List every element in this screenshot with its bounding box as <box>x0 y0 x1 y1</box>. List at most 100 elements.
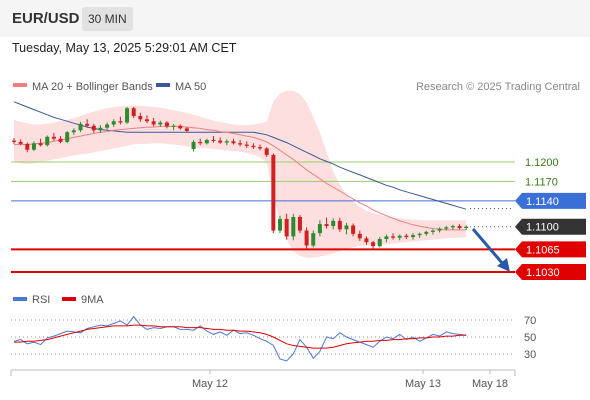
level-label-1.1100: 1.1100 <box>526 222 559 234</box>
level-tag-1.1140 <box>515 192 586 209</box>
candle-body <box>437 228 442 231</box>
candle <box>304 227 309 250</box>
candle-body <box>411 235 415 238</box>
candle <box>111 119 116 128</box>
candle <box>450 224 455 230</box>
level-label-1.1200: 1.1200 <box>525 157 559 169</box>
candle-body <box>164 122 169 127</box>
candle-body <box>125 108 130 123</box>
ma50-legend-swatch <box>156 83 170 87</box>
forecast-arrow <box>471 228 510 272</box>
candle <box>98 125 103 133</box>
candle-body <box>178 125 183 129</box>
candle-body <box>384 236 389 239</box>
level-label-1.1170: 1.1170 <box>525 176 558 188</box>
rsi-tick-30: 30 <box>524 349 536 361</box>
candle <box>125 107 130 124</box>
candle-body <box>25 143 30 150</box>
candle-body <box>85 123 90 126</box>
candle-body <box>71 130 76 133</box>
candle-body <box>278 218 282 231</box>
candle <box>417 232 422 238</box>
candle <box>264 147 269 157</box>
candle-body <box>304 230 309 246</box>
candle <box>38 138 43 147</box>
candle-body <box>12 140 16 142</box>
candle-body <box>331 220 336 227</box>
candle <box>457 224 462 230</box>
candle <box>357 230 362 241</box>
candle-body <box>251 145 256 148</box>
level-label-1.1030: 1.1030 <box>526 267 560 279</box>
candle <box>377 237 382 248</box>
candle <box>371 240 376 249</box>
candle-body <box>424 231 429 234</box>
candle-body <box>224 141 229 143</box>
candle <box>85 119 90 128</box>
candle-body <box>38 143 43 146</box>
candle <box>118 116 123 125</box>
candle <box>397 234 402 241</box>
candle-body <box>151 121 156 125</box>
candle <box>424 230 429 236</box>
candle-body <box>111 121 116 125</box>
candle <box>224 139 229 146</box>
candle-body <box>377 239 382 247</box>
candle-body <box>198 141 203 144</box>
candle-body <box>344 225 349 230</box>
rsi-legend-swatch <box>13 297 27 301</box>
candle-body <box>444 227 449 229</box>
candle-body <box>311 233 316 246</box>
candle-body <box>91 125 96 131</box>
candle <box>204 138 209 145</box>
research-credit: Research © 2025 Trading Central <box>416 81 580 93</box>
x-label-may12: May 12 <box>192 378 228 390</box>
candle <box>411 233 415 240</box>
candle-body <box>271 154 276 231</box>
candle-body <box>337 220 342 230</box>
rsi-ma9-line <box>14 324 467 349</box>
candle <box>18 139 23 146</box>
candle-body <box>98 127 103 131</box>
ma20-legend-label: MA 20 + Bollinger Bands <box>32 81 153 93</box>
candle <box>164 121 169 129</box>
candle-body <box>204 140 209 144</box>
candle-body <box>244 144 249 146</box>
timeframe-badge[interactable]: 30 MIN <box>82 7 133 31</box>
candle <box>178 124 183 130</box>
candle <box>430 229 435 235</box>
bollinger-band-area <box>14 90 467 258</box>
ma20-legend-swatch <box>13 83 27 87</box>
candle <box>437 227 442 233</box>
candle-body <box>51 136 56 139</box>
candle <box>251 143 256 150</box>
level-tag-1.1030 <box>515 264 586 280</box>
candle <box>131 107 136 118</box>
rsi-tick-70: 70 <box>524 315 536 327</box>
candle <box>291 213 296 241</box>
candle-body <box>264 148 269 155</box>
rsi-legend-label: RSI <box>32 294 50 306</box>
candle-body <box>450 226 455 228</box>
candle <box>218 137 223 144</box>
candle <box>138 112 143 122</box>
timestamp: Tuesday, May 13, 2025 5:29:01 AM CET <box>12 41 237 55</box>
candle-body <box>45 136 50 146</box>
candle <box>51 132 56 141</box>
candle-body <box>231 141 236 144</box>
candle <box>65 130 70 144</box>
level-tag-1.1065 <box>515 241 586 258</box>
candle-body <box>417 233 422 236</box>
candle <box>317 220 322 237</box>
x-label-may18: May 18 <box>472 378 508 390</box>
candle <box>364 236 369 245</box>
candle <box>351 223 356 237</box>
rsi-tick-50: 50 <box>524 332 536 344</box>
candle-body <box>364 238 369 243</box>
candle <box>198 138 203 146</box>
candle-body <box>211 140 216 141</box>
candle-body <box>145 119 149 122</box>
candle-body <box>65 132 70 142</box>
candle-body <box>291 217 296 237</box>
